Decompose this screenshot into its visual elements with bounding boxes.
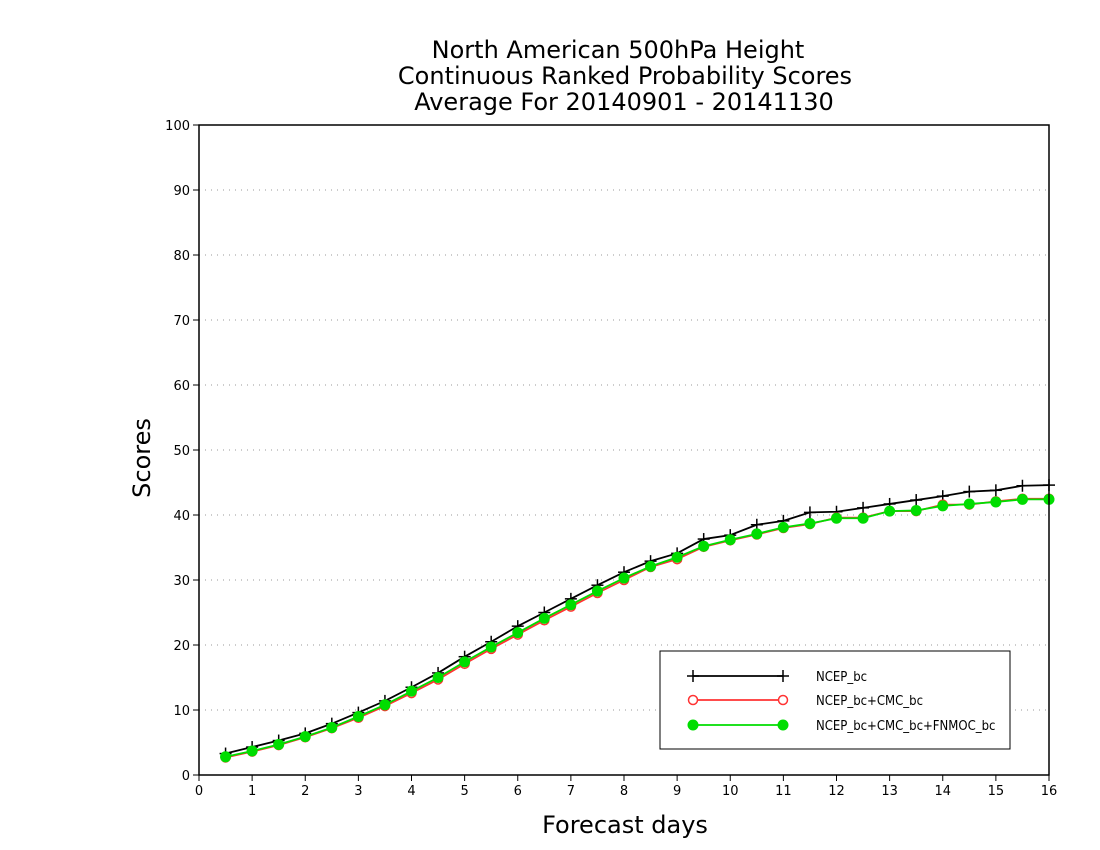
legend-label: NCEP_bc+CMC_bc — [816, 694, 923, 709]
data-point — [565, 599, 577, 611]
y-tick-label: 100 — [165, 119, 190, 134]
data-point — [910, 504, 922, 516]
legend-marker — [777, 694, 789, 706]
data-point — [884, 505, 896, 517]
data-point — [246, 745, 258, 757]
x-tick-label: 16 — [1041, 784, 1058, 799]
x-tick-label: 3 — [354, 784, 362, 799]
data-point — [352, 711, 364, 722]
chart-title: North American 500hPa Height Continuous … — [398, 36, 852, 116]
x-tick-label: 0 — [195, 784, 203, 799]
x-tick-label: 12 — [828, 784, 845, 799]
data-point — [512, 627, 524, 639]
data-point — [538, 612, 550, 624]
series-3 — [220, 493, 1055, 763]
data-point — [857, 512, 869, 524]
data-point — [989, 484, 1002, 497]
data-point — [485, 641, 497, 653]
data-point — [831, 512, 842, 524]
title-line-3: Average For 20140901 - 20141130 — [414, 88, 834, 116]
legend-marker — [777, 670, 789, 682]
data-point — [326, 722, 338, 734]
data-point — [459, 656, 471, 668]
legend: NCEP_bc NCEP_bc+CMC_bc NCEP_bc+CMC_bc+FNMO… — [659, 650, 1011, 750]
x-tick-label: 4 — [407, 784, 415, 799]
x-tick-label: 15 — [988, 784, 1005, 799]
data-point — [432, 672, 444, 683]
y-tick-label: 60 — [173, 379, 190, 394]
y-tick-label: 80 — [173, 249, 190, 264]
x-tick-label: 11 — [775, 784, 792, 799]
title-line-1: North American 500hPa Height — [432, 36, 805, 64]
y-tick-label: 20 — [173, 639, 190, 654]
data-point — [1016, 493, 1028, 505]
y-tick-label: 70 — [173, 314, 190, 329]
legend-label: NCEP_bc — [816, 670, 867, 685]
legend-label: NCEP_bc+CMC_bc+FNMOC_bc — [816, 719, 995, 734]
x-tick-label: 5 — [460, 784, 468, 799]
y-tick-label: 30 — [173, 574, 190, 589]
legend-marker — [687, 719, 699, 731]
x-tick-label: 8 — [620, 784, 628, 799]
legend-marker — [777, 719, 789, 731]
y-axis-label: Scores — [128, 418, 156, 498]
x-axis-label: Forecast days — [542, 811, 708, 839]
data-point — [937, 500, 949, 512]
y-tick-label: 0 — [182, 769, 190, 784]
data-point — [406, 685, 417, 697]
data-point — [1016, 479, 1029, 492]
x-tick-label: 13 — [881, 784, 898, 799]
gridlines — [199, 189, 1049, 711]
data-point — [963, 498, 975, 510]
y-tick-label: 90 — [173, 184, 190, 199]
x-tick-label: 6 — [514, 784, 522, 799]
data-point — [804, 517, 816, 529]
x-tick-label: 10 — [722, 784, 739, 799]
x-tick-label: 2 — [301, 784, 309, 799]
data-point — [273, 738, 285, 750]
data-point — [990, 496, 1002, 508]
data-point — [724, 534, 736, 546]
title-line-2: Continuous Ranked Probability Scores — [398, 62, 852, 90]
data-point — [220, 751, 232, 763]
data-point — [963, 485, 976, 498]
legend-marker — [687, 694, 699, 706]
y-tick-label: 10 — [173, 704, 190, 719]
data-point — [698, 540, 710, 552]
data-point — [618, 572, 630, 584]
data-point — [671, 551, 683, 563]
series-layer — [219, 479, 1055, 763]
data-point — [910, 494, 923, 507]
data-point — [591, 585, 603, 597]
x-tick-label: 9 — [673, 784, 681, 799]
x-tick-label: 14 — [934, 784, 951, 799]
x-tick-label: 1 — [248, 784, 256, 799]
x-tick-label: 7 — [567, 784, 575, 799]
y-tick-label: 40 — [173, 509, 190, 524]
data-point — [857, 501, 870, 514]
data-point — [751, 528, 763, 540]
legend-marker — [687, 670, 699, 682]
data-point — [777, 521, 789, 533]
data-point — [299, 731, 311, 743]
y-tick-label: 50 — [173, 444, 190, 459]
data-point — [379, 699, 391, 711]
data-point — [645, 560, 657, 572]
data-point — [803, 506, 816, 519]
